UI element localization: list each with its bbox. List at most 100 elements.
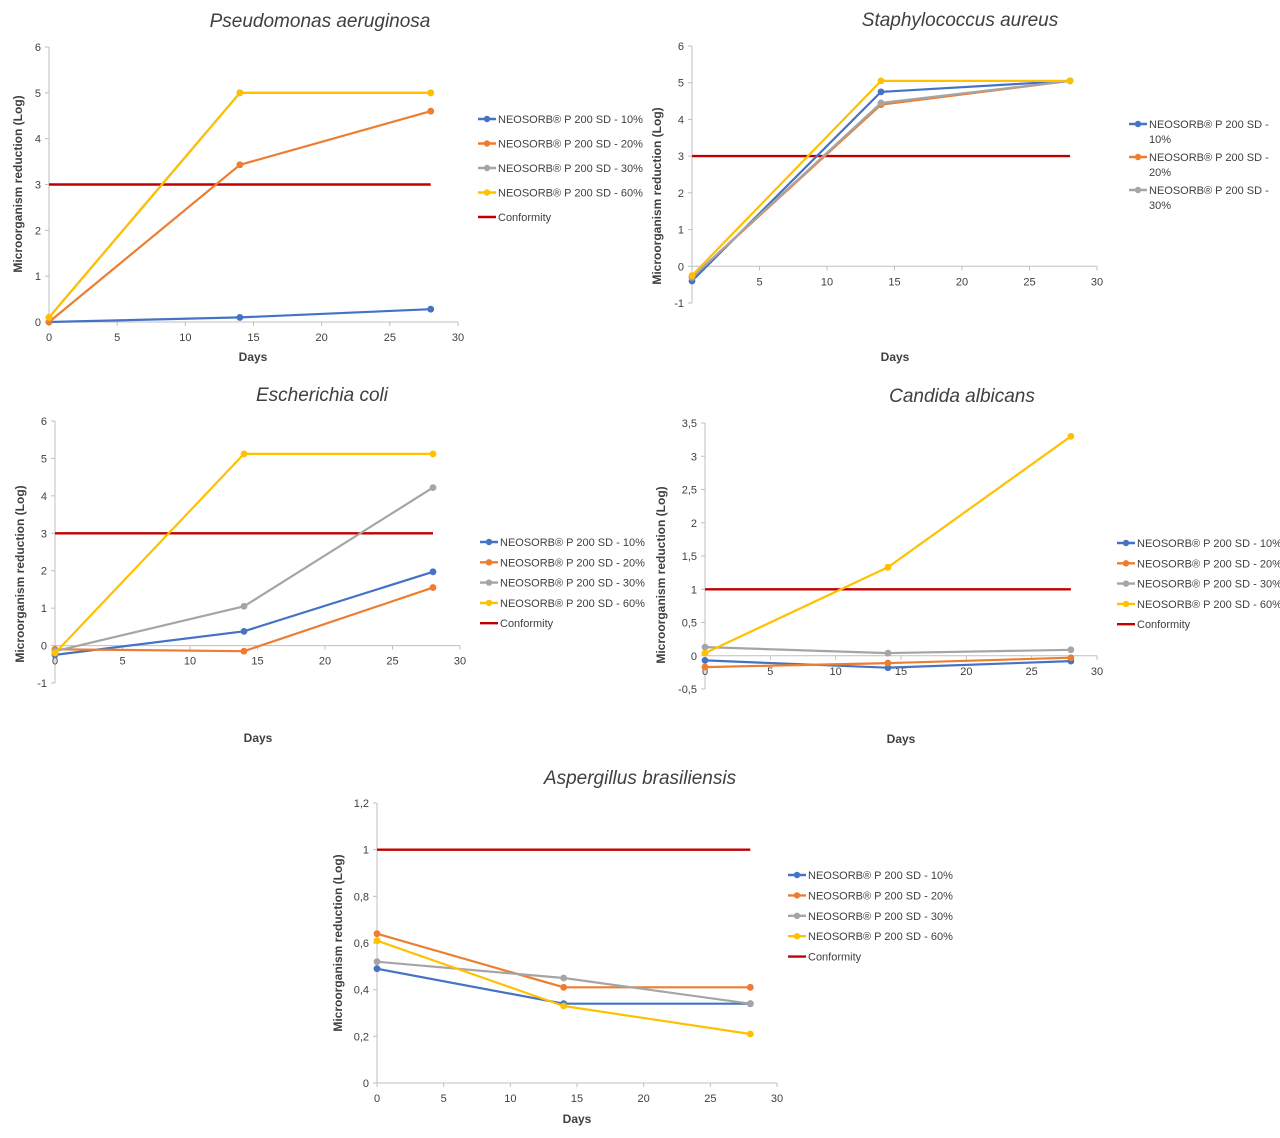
data-point-s30 (701, 643, 709, 651)
legend-label: NEOSORB® P 200 SD -20% (1149, 152, 1269, 179)
x-tick-label: 0 (702, 666, 708, 678)
data-point-s10 (427, 305, 435, 313)
series-line-s10 (691, 79, 1071, 282)
x-tick-label: 0 (46, 332, 52, 344)
legend-entry: NEOSORB® P 200 SD - 30% (1117, 579, 1280, 591)
series-line-s60 (54, 452, 433, 654)
x-tick-label: 10 (179, 332, 191, 344)
legend-entry: Conformity (480, 618, 554, 630)
x-tick-label: 10 (184, 656, 196, 668)
x-axis-label: Days (563, 1112, 592, 1126)
series-line-s60 (691, 79, 1070, 277)
legend-entry: Conformity (788, 952, 862, 964)
data-point-s20 (427, 107, 435, 115)
y-tick-label: 5 (678, 78, 684, 90)
series-line-s20 (691, 79, 1071, 279)
legend-label: NEOSORB® P 200 SD - 10% (1137, 538, 1280, 550)
x-axis-label: Days (244, 731, 273, 745)
data-point-s60 (560, 1002, 568, 1010)
y-tick-label: 2 (41, 566, 47, 578)
x-tick-label: 30 (1091, 276, 1103, 288)
legend-label: Conformity (1137, 619, 1191, 631)
data-point-s60 (1066, 77, 1074, 85)
legend-swatch-marker (793, 892, 801, 899)
data-point-s30 (746, 1000, 754, 1008)
legend-swatch-marker (1134, 186, 1142, 194)
legend-swatch-marker (793, 912, 801, 919)
y-tick-label: 3 (41, 528, 47, 540)
series-line-s20 (54, 586, 434, 653)
x-tick-label: 30 (452, 332, 464, 344)
series-line-s30 (54, 486, 434, 653)
legend-entry: NEOSORB® P 200 SD - 20% (1117, 558, 1280, 570)
data-point-s10 (373, 965, 381, 973)
y-tick-label: 0,4 (354, 985, 369, 997)
data-point-s30 (884, 649, 892, 657)
chart-1: Pseudomonas aeruginosa 0 1 2 3 4 5 6 0 5 10 15 20 25 3… (11, 11, 643, 364)
y-tick-label: 6 (678, 41, 684, 53)
data-point-s20 (240, 647, 248, 655)
y-tick-label: 1,2 (354, 798, 369, 810)
y-tick-label: 4 (41, 491, 47, 503)
y-tick-label: 2,5 (682, 485, 697, 497)
legend-entry: NEOSORB® P 200 SD - 20% (788, 890, 953, 902)
legend-swatch-marker (483, 140, 491, 147)
legend-entry: NEOSORB® P 200 SD -30% (1129, 185, 1269, 212)
data-point-s60 (51, 649, 59, 657)
legend-entry: NEOSORB® P 200 SD - 10% (1117, 538, 1280, 550)
chart-4: Candida albicans -0,5 0 0,5 1 1,5 2 2,5 3 3,5 0 5 10… (654, 386, 1280, 746)
data-point-s10 (884, 664, 892, 672)
series-line-s30 (376, 960, 751, 1005)
data-point-s60 (373, 937, 381, 945)
legend-label: NEOSORB® P 200 SD - 60% (498, 188, 643, 200)
y-tick-label: -1 (674, 298, 684, 310)
legend-label: NEOSORB® P 200 SD - 30% (1137, 579, 1280, 591)
legend-label: Conformity (500, 618, 554, 630)
legend-label: NEOSORB® P 200 SD - 30% (498, 163, 643, 175)
legend-label: NEOSORB® P 200 SD - 30% (808, 911, 953, 923)
x-tick-label: 25 (704, 1093, 716, 1105)
y-tick-label: 1 (35, 271, 41, 283)
y-tick-label: 3 (691, 451, 697, 463)
data-point-s10 (877, 88, 885, 96)
legend-entry: NEOSORB® P 200 SD - 30% (788, 911, 953, 923)
x-axis-label: Days (239, 350, 268, 364)
y-axis-label: Microorganism reduction (Log) (331, 854, 345, 1031)
legend-label: NEOSORB® P 200 SD - 60% (1137, 599, 1280, 611)
y-tick-label: 0,5 (682, 618, 697, 630)
x-tick-label: 5 (441, 1093, 447, 1105)
legend-swatch-marker (1134, 120, 1142, 128)
chart-title: Staphylococcus aureus (862, 10, 1059, 31)
legend-label: Conformity (498, 212, 552, 224)
legend-entry: NEOSORB® P 200 SD - 60% (478, 188, 643, 200)
x-tick-label: 20 (956, 276, 968, 288)
y-tick-label: 6 (35, 42, 41, 54)
data-point-s60 (236, 89, 244, 97)
legend-swatch-marker (793, 871, 801, 879)
x-tick-label: 25 (1023, 276, 1035, 288)
series-line-s60 (704, 435, 1072, 655)
x-tick-label: 15 (895, 666, 907, 678)
x-tick-label: 20 (316, 332, 328, 344)
data-point-s30 (877, 99, 885, 107)
chart-title: Escherichia coli (256, 385, 389, 406)
y-tick-label: 2 (678, 188, 684, 200)
legend-label: NEOSORB® P 200 SD - 10% (808, 870, 953, 882)
legend-label: NEOSORB® P 200 SD -30% (1149, 185, 1269, 212)
legend-entry: NEOSORB® P 200 SD - 10% (788, 870, 953, 882)
legend-swatch-marker (1122, 560, 1130, 567)
legend-label: NEOSORB® P 200 SD - 60% (808, 931, 953, 943)
x-tick-label: 5 (114, 332, 120, 344)
x-tick-label: 0 (374, 1093, 380, 1105)
legend-label: NEOSORB® P 200 SD - 30% (500, 578, 645, 590)
legend-entry: NEOSORB® P 200 SD - 10% (480, 537, 645, 549)
data-point-s30 (429, 484, 437, 492)
x-tick-label: 10 (830, 666, 842, 678)
data-point-s60 (429, 450, 437, 458)
y-tick-label: 6 (41, 416, 47, 428)
x-tick-label: 30 (454, 656, 466, 668)
legend-entry: NEOSORB® P 200 SD -10% (1129, 119, 1269, 146)
legend-entry: Conformity (1117, 619, 1191, 631)
series-line-s20 (48, 110, 431, 323)
data-point-s10 (240, 627, 248, 635)
